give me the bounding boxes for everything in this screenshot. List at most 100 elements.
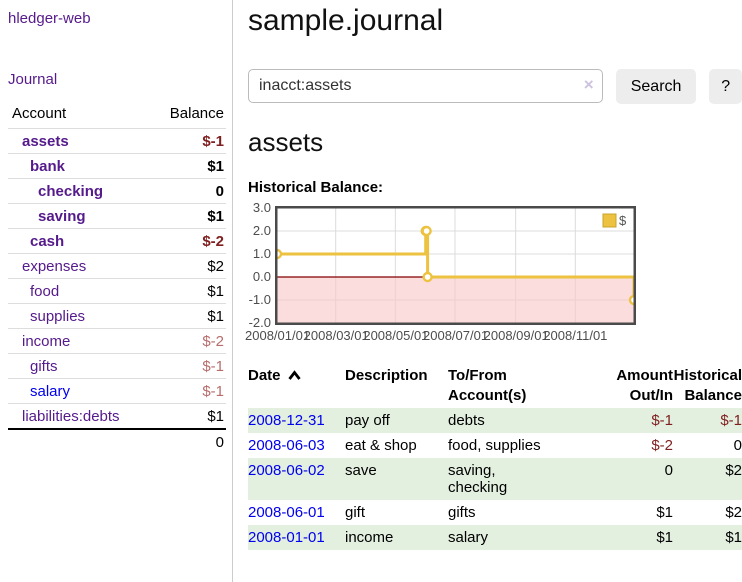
- account-link[interactable]: cash: [30, 232, 65, 250]
- x-tick-label: 2008/09/01: [483, 328, 549, 343]
- historical-balance-chart: 3.0 2.0 1.0 0.0 -1.0 -2.0 $ 2008/01/01 2008/03…: [245, 201, 640, 348]
- date-column-header[interactable]: Date: [248, 364, 345, 408]
- transaction-date-link[interactable]: 2008-06-01: [248, 504, 325, 521]
- sort-ascending-icon: [287, 370, 301, 380]
- account-link[interactable]: food: [30, 282, 60, 300]
- account-link[interactable]: assets: [22, 132, 69, 150]
- account-link[interactable]: checking: [38, 182, 104, 200]
- y-tick-label: -1.0: [248, 292, 271, 307]
- amount-column-header: Amount Out/In: [616, 367, 673, 404]
- register-table: Date Description To/From Account(s) Amoun…: [248, 364, 742, 550]
- transaction-description: save: [345, 462, 377, 479]
- register-row: 2008-06-01 gift gifts $1 $2: [248, 500, 742, 525]
- transaction-accounts: salary: [448, 529, 489, 546]
- account-row-food: food $1: [8, 278, 226, 303]
- register-row: 2008-12-31 pay off debts $-1 $-1: [248, 408, 742, 433]
- y-tick-label: 0.0: [252, 269, 271, 284]
- search-box: ×: [248, 69, 603, 104]
- search-button[interactable]: Search: [615, 69, 697, 104]
- x-tick-label: 2008/05/01: [363, 328, 429, 343]
- account-link[interactable]: supplies: [30, 307, 86, 325]
- account-link[interactable]: liabilities:debts: [22, 407, 120, 425]
- account-row-income: income $-2: [8, 328, 226, 353]
- accounts-total-value: 0: [215, 434, 224, 451]
- account-link[interactable]: bank: [30, 157, 66, 175]
- chart-heading: Historical Balance:: [248, 179, 384, 196]
- x-tick-label: 2008/11/01: [543, 328, 608, 343]
- sidebar-item-journal[interactable]: Journal: [8, 71, 58, 88]
- account-row-checking: checking 0: [8, 178, 226, 203]
- account-link[interactable]: expenses: [22, 257, 87, 275]
- account-balance: $1: [207, 157, 224, 175]
- x-tick-label: 2008/07/01: [423, 328, 489, 343]
- x-tick-label: 2008/01/01: [245, 328, 311, 343]
- transaction-balance: $-1: [720, 412, 742, 429]
- chart-plot-area[interactable]: $: [275, 206, 636, 325]
- account-heading: assets: [248, 127, 324, 157]
- transaction-amount: $-2: [651, 437, 673, 454]
- account-balance: $1: [207, 407, 224, 425]
- transaction-balance: $2: [725, 504, 742, 521]
- account-link[interactable]: income: [22, 332, 71, 350]
- legend-swatch: [602, 213, 617, 228]
- transaction-accounts: gifts: [448, 504, 476, 521]
- account-balance: $2: [207, 257, 224, 275]
- account-balance: 0: [215, 182, 224, 200]
- account-column-header: Account: [12, 105, 67, 122]
- transaction-date-link[interactable]: 2008-06-03: [248, 437, 325, 454]
- accounts-total-row: 0: [8, 428, 226, 451]
- transaction-accounts: food, supplies: [448, 437, 541, 454]
- transaction-date-link[interactable]: 2008-06-02: [248, 462, 325, 479]
- account-row-gifts: gifts $-1: [8, 353, 226, 378]
- account-balance: $1: [207, 207, 224, 225]
- main-content: sample.journal × Search ? assets Histori…: [233, 0, 742, 550]
- transaction-amount: $1: [656, 529, 673, 546]
- transaction-accounts: saving, checking: [448, 462, 508, 496]
- legend-label: $: [619, 213, 627, 228]
- account-row-expenses: expenses $2: [8, 253, 226, 278]
- y-tick-label: 1.0: [252, 246, 271, 261]
- transaction-description: gift: [345, 504, 366, 521]
- account-link[interactable]: gifts: [30, 357, 58, 375]
- account-row-saving: saving $1: [8, 203, 226, 228]
- transaction-accounts: debts: [448, 412, 485, 429]
- transaction-amount: 0: [664, 462, 673, 479]
- account-row-salary: salary $-1: [8, 378, 226, 403]
- accounts-table: Account Balance assets $-1 bank $1 check…: [8, 102, 226, 451]
- account-link[interactable]: salary: [30, 382, 71, 400]
- description-column-header: Description: [345, 367, 428, 384]
- account-balance: $1: [207, 307, 224, 325]
- transaction-description: eat & shop: [345, 437, 417, 454]
- accounts-column-header: To/From Account(s): [448, 367, 527, 404]
- balance-column-header: Historical Balance: [673, 367, 742, 404]
- sidebar: hledger-web Journal Account Balance asse…: [0, 0, 233, 582]
- account-balance: $-1: [202, 132, 224, 150]
- y-tick-label: 3.0: [252, 200, 271, 215]
- transaction-balance: $2: [725, 462, 742, 479]
- account-row-liabilities-debts: liabilities:debts $1: [8, 403, 226, 428]
- help-button[interactable]: ?: [709, 69, 742, 104]
- account-row-supplies: supplies $1: [8, 303, 226, 328]
- transaction-balance: 0: [733, 437, 742, 454]
- account-row-cash: cash $-2: [8, 228, 226, 253]
- register-header-row: Date Description To/From Account(s) Amoun…: [248, 364, 742, 408]
- register-row: 2008-06-03 eat & shop food, supplies $-2…: [248, 433, 742, 458]
- app-title-link[interactable]: hledger-web: [8, 10, 91, 27]
- account-link[interactable]: saving: [38, 207, 86, 225]
- account-balance: $1: [207, 282, 224, 300]
- page-title: sample.journal: [248, 4, 444, 37]
- transaction-description: income: [345, 529, 394, 546]
- search-input[interactable]: [248, 69, 603, 103]
- clear-search-icon[interactable]: ×: [583, 75, 594, 94]
- x-tick-label: 2008/03/01: [303, 328, 369, 343]
- transaction-amount: $1: [656, 504, 673, 521]
- transaction-date-link[interactable]: 2008-12-31: [248, 412, 325, 429]
- transaction-description: pay off: [345, 412, 390, 429]
- account-balance: $-2: [202, 332, 224, 350]
- y-tick-label: -2.0: [248, 315, 271, 330]
- register-row: 2008-06-02 save saving, checking 0 $2: [248, 458, 742, 500]
- accounts-table-header: Account Balance: [8, 102, 226, 128]
- y-tick-label: 2.0: [252, 223, 271, 238]
- transaction-date-link[interactable]: 2008-01-01: [248, 529, 325, 546]
